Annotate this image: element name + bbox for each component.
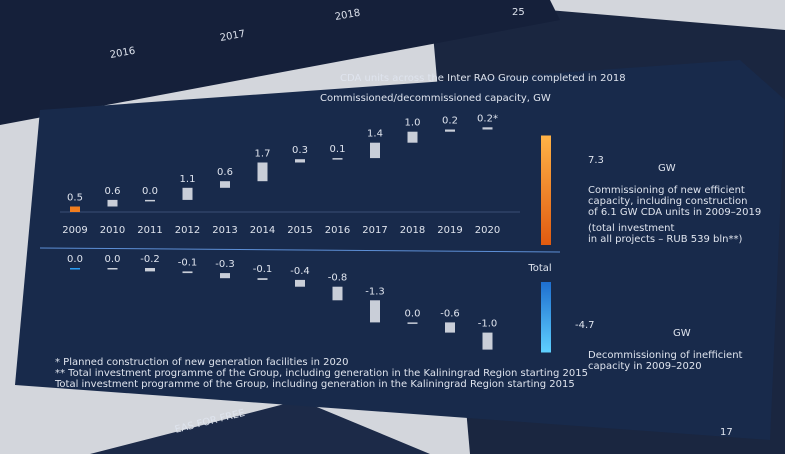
- value-label: -0.1: [178, 257, 198, 268]
- value-label: -0.8: [328, 273, 348, 284]
- total-label: Total: [527, 263, 551, 274]
- value-label: 0.6: [217, 167, 233, 178]
- bar: [220, 273, 230, 278]
- bar: [483, 127, 493, 129]
- value-label: 0.5: [67, 193, 83, 204]
- bar: [408, 132, 418, 143]
- bar: [183, 271, 193, 273]
- value-label: 1.4: [367, 129, 383, 140]
- page-number: 17: [720, 427, 733, 438]
- x-tick-label: 2013: [212, 225, 237, 236]
- x-tick-label: 2017: [362, 225, 387, 236]
- x-tick-label: 2019: [437, 225, 462, 236]
- value-label: 0.0: [405, 308, 421, 319]
- total-note: in all projects – RUB 539 bln**): [588, 234, 742, 245]
- bar: [370, 143, 380, 158]
- bar: [333, 287, 343, 301]
- value-label: -0.3: [215, 259, 235, 270]
- x-tick-label: 2011: [137, 225, 162, 236]
- x-tick-label: 2015: [287, 225, 312, 236]
- value-label: 0.2*: [477, 113, 498, 124]
- value-label: 0.3: [292, 145, 308, 156]
- total-value: 7.3: [588, 155, 604, 166]
- x-tick-label: 2018: [400, 225, 425, 236]
- value-label: 0.1: [330, 144, 346, 155]
- bar: [145, 200, 155, 202]
- value-label: 1.0: [405, 118, 421, 129]
- bar: [220, 181, 230, 188]
- value-label: 1.7: [255, 149, 271, 160]
- value-label: -1.0: [478, 319, 498, 330]
- value-label: -0.4: [290, 266, 310, 277]
- total-value: -4.7: [575, 320, 595, 331]
- footnote: Total investment programme of the Group,…: [54, 379, 575, 390]
- total-description: capacity in 2009–2020: [588, 361, 702, 372]
- bar: [70, 268, 80, 270]
- value-label: 0.2: [442, 116, 458, 127]
- x-tick-label: 2020: [475, 225, 500, 236]
- bar: [258, 278, 268, 280]
- value-label: -0.6: [440, 308, 460, 319]
- footnote: * Planned construction of new generation…: [55, 357, 349, 368]
- bar: [295, 159, 305, 162]
- x-tick-label: 2014: [250, 225, 275, 236]
- bar: [445, 322, 455, 332]
- value-label: 0.6: [105, 186, 121, 197]
- bar: [70, 207, 80, 213]
- bar: [370, 300, 380, 322]
- x-tick-label: 2010: [100, 225, 125, 236]
- bar: [445, 130, 455, 132]
- value-label: 1.1: [180, 174, 196, 185]
- bar: [183, 188, 193, 200]
- bar: [108, 268, 118, 270]
- bar: [295, 280, 305, 287]
- x-tick-label: 2012: [175, 225, 200, 236]
- x-tick-label: 2016: [325, 225, 350, 236]
- value-label: -0.2: [140, 254, 160, 265]
- bar: [258, 163, 268, 182]
- bg-page-number: 25: [512, 7, 525, 18]
- value-label: -1.3: [365, 286, 385, 297]
- total-description: capacity, including construction: [588, 196, 747, 207]
- value-label: -0.1: [253, 264, 273, 275]
- footnote: ** Total investment programme of the Gro…: [55, 368, 588, 379]
- value-label: 0.0: [105, 254, 121, 265]
- total-note: (total investment: [588, 223, 674, 234]
- bar: [108, 200, 118, 207]
- total-bar: [541, 136, 551, 246]
- bar: [483, 333, 493, 350]
- chart-subtitle: Commissioned/decommissioned capacity, GW: [320, 93, 551, 104]
- total-unit: GW: [658, 163, 676, 174]
- total-description: Commissioning of new efficient: [588, 185, 745, 196]
- total-description: of 6.1 GW CDA units in 2009–2019: [588, 207, 761, 218]
- bar: [145, 268, 155, 271]
- x-tick-label: 2009: [62, 225, 87, 236]
- chart-title: CDA units across the Inter RAO Group com…: [340, 73, 626, 84]
- bar: [333, 158, 343, 160]
- value-label: 0.0: [142, 186, 158, 197]
- bar: [408, 322, 418, 324]
- total-unit: GW: [673, 328, 691, 339]
- total-description: Decommissioning of inefficient: [588, 350, 743, 361]
- total-bar: [541, 282, 551, 353]
- screenshot: EAS FOR FREE 2016 2017 2018 25 CDA units…: [0, 0, 785, 454]
- value-label: 0.0: [67, 254, 83, 265]
